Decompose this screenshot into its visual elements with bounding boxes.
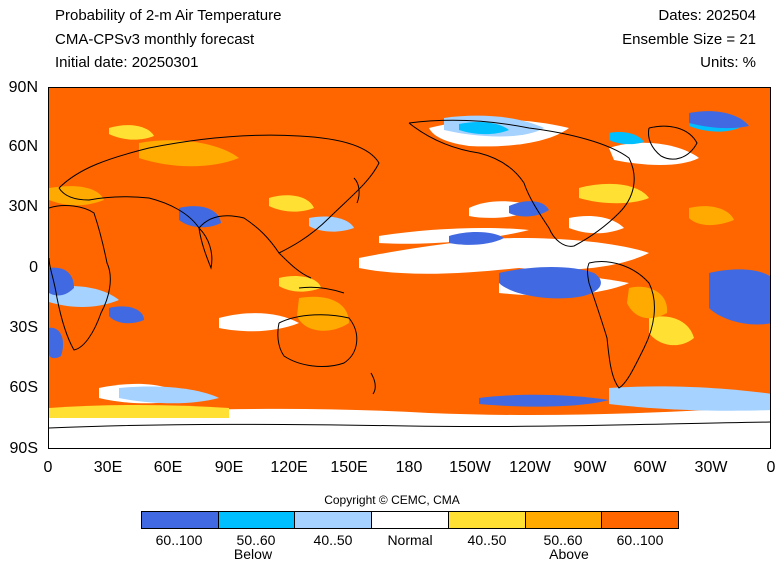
x-label-120w: 120W xyxy=(509,459,551,476)
legend-swatch-above-50-60 xyxy=(525,512,603,528)
legend-label-above-50-60: 50..60 xyxy=(543,532,583,548)
legend-group-below: Below xyxy=(233,546,273,562)
legend-swatch-normal xyxy=(372,512,449,528)
y-label-30s: 30S xyxy=(9,319,38,336)
y-label-60n: 60N xyxy=(8,138,38,155)
legend-group-above: Above xyxy=(549,546,589,562)
y-label-60s: 60S xyxy=(9,379,38,396)
x-label-0: 0 xyxy=(43,459,53,476)
ensemble-size-label: Ensemble Size = 21 xyxy=(622,31,756,48)
legend-swatch-below-40-50 xyxy=(295,512,373,528)
legend-swatch-below-60-100 xyxy=(142,512,219,528)
y-label-0: 0 xyxy=(29,259,38,276)
y-label-30n: 30N xyxy=(8,198,38,215)
legend-swatch-below-50-60 xyxy=(218,512,296,528)
below-high-areas xyxy=(49,111,770,407)
above-mid-areas xyxy=(49,140,734,331)
x-label-60e: 60E xyxy=(153,459,183,476)
legend-label-below-50-60: 50..60 xyxy=(236,532,276,548)
above-low-areas xyxy=(49,125,694,418)
legend-swatch-above-40-50 xyxy=(448,512,526,528)
x-label-60w: 60W xyxy=(633,459,667,476)
x-label-90e: 90E xyxy=(214,459,244,476)
units-label: Units: % xyxy=(700,54,756,71)
x-label-150e: 150E xyxy=(330,459,368,476)
x-label-120e: 120E xyxy=(270,459,308,476)
x-label-30e: 30E xyxy=(93,459,123,476)
model-label: CMA-CPSv3 monthly forecast xyxy=(55,31,255,48)
copyright: Copyright © CEMC, CMA xyxy=(324,493,460,507)
legend-label-above-40-50: 40..50 xyxy=(467,532,507,548)
legend-label-below-60-100: 60..100 xyxy=(155,532,203,548)
x-label-150w: 150W xyxy=(449,459,491,476)
coastlines xyxy=(49,119,770,429)
x-label-30w: 30W xyxy=(694,459,728,476)
legend-label-above-60-100: 60..100 xyxy=(616,532,664,548)
y-label-90n: 90N xyxy=(8,79,38,96)
x-label-90w: 90W xyxy=(573,459,607,476)
legend-colorbar xyxy=(141,511,679,529)
legend-label-normal: Normal xyxy=(387,532,433,548)
initial-date-label: Initial date: 20250301 xyxy=(55,54,199,71)
map-title: Probability of 2-m Air Temperature xyxy=(55,7,282,24)
probability-map xyxy=(48,87,771,449)
legend-swatch-above-60-100 xyxy=(602,512,679,528)
x-label-0-end: 0 xyxy=(766,459,776,476)
legend-label-below-40-50: 40..50 xyxy=(313,532,353,548)
x-label-180: 180 xyxy=(395,459,423,476)
y-label-90s: 90S xyxy=(9,440,38,457)
dates-label: Dates: 202504 xyxy=(658,7,756,24)
